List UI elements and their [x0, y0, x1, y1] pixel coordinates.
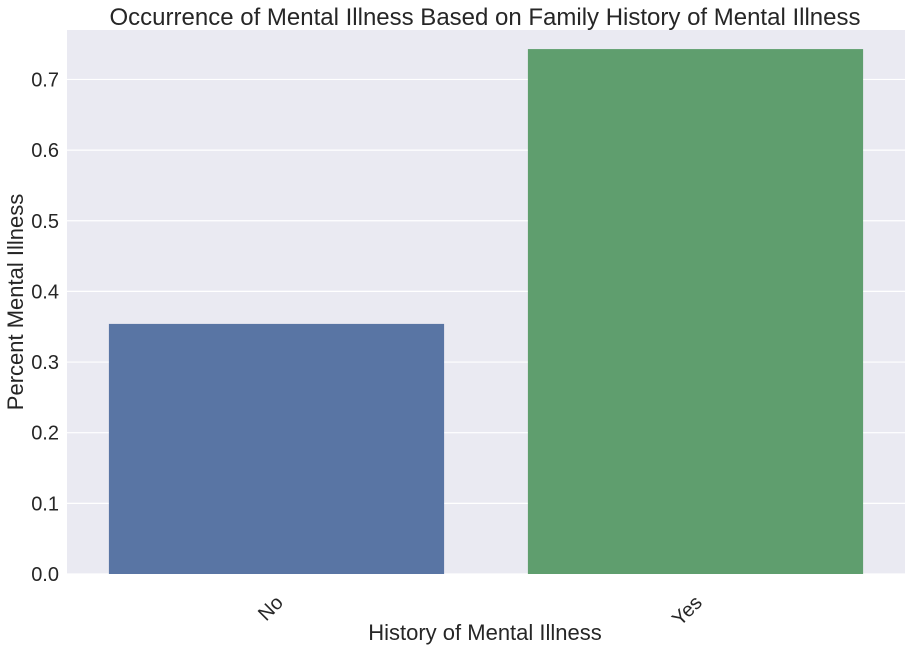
y-tick-label: 0.5 — [31, 211, 59, 233]
bars — [108, 49, 864, 575]
bar-no — [108, 323, 445, 574]
x-tick-label: Yes — [668, 592, 707, 631]
y-tick-label: 0.2 — [31, 423, 59, 445]
y-tick-label: 0.4 — [31, 281, 59, 303]
bar-yes — [527, 49, 864, 575]
y-axis-label: Percent Mental Illness — [3, 194, 28, 410]
x-tick-label: No — [254, 592, 288, 626]
y-tick-labels: 0.0 0.1 0.2 0.3 0.4 0.5 0.6 0.7 — [31, 69, 59, 586]
y-tick-label: 0.7 — [31, 69, 59, 91]
y-tick-label: 0.0 — [31, 564, 59, 586]
y-tick-label: 0.6 — [31, 140, 59, 162]
x-axis-label: History of Mental Illness — [368, 620, 602, 645]
y-tick-label: 0.3 — [31, 352, 59, 374]
chart-title: Occurrence of Mental Illness Based on Fa… — [110, 4, 861, 31]
y-tick-label: 0.1 — [31, 493, 59, 515]
